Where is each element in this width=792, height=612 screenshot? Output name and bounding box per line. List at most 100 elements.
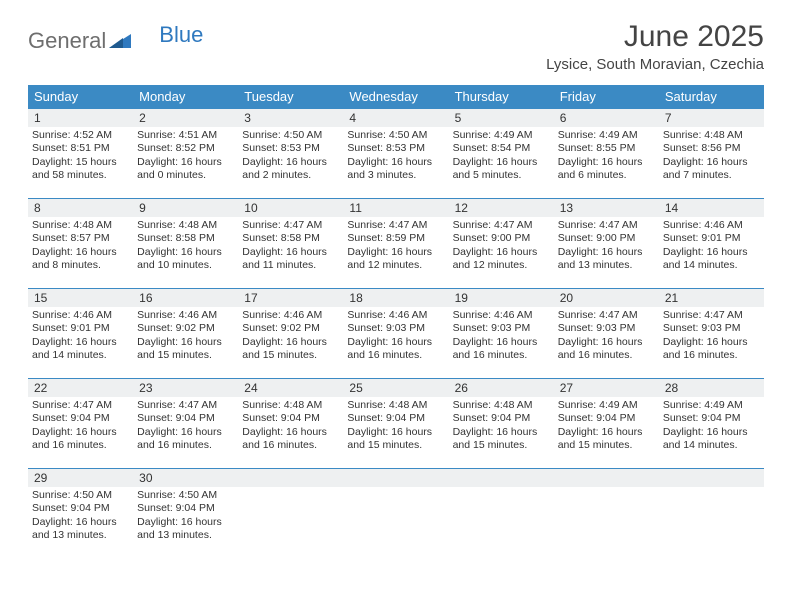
brand-text-blue: Blue [159, 22, 203, 48]
daylight-text-line1: Daylight: 16 hours [558, 336, 655, 349]
calendar-day-cell: 3Sunrise: 4:50 AMSunset: 8:53 PMDaylight… [238, 109, 343, 199]
sunset-text: Sunset: 9:04 PM [32, 502, 129, 515]
sunset-text: Sunset: 9:02 PM [137, 322, 234, 335]
calendar-day-cell: 17Sunrise: 4:46 AMSunset: 9:02 PMDayligh… [238, 289, 343, 379]
sunset-text: Sunset: 8:55 PM [558, 142, 655, 155]
day-content: Sunrise: 4:50 AMSunset: 9:04 PMDaylight:… [28, 487, 133, 549]
sunset-text: Sunset: 9:00 PM [558, 232, 655, 245]
sunset-text: Sunset: 8:58 PM [242, 232, 339, 245]
daylight-text-line1: Daylight: 16 hours [137, 246, 234, 259]
day-number: 10 [238, 199, 343, 217]
daylight-text-line1: Daylight: 16 hours [663, 246, 760, 259]
daylight-text-line1: Daylight: 16 hours [242, 426, 339, 439]
sunset-text: Sunset: 8:57 PM [32, 232, 129, 245]
sunrise-text: Sunrise: 4:47 AM [453, 219, 550, 232]
calendar-day-cell: 24Sunrise: 4:48 AMSunset: 9:04 PMDayligh… [238, 379, 343, 469]
day-number-empty [554, 469, 659, 487]
daylight-text-line1: Daylight: 16 hours [32, 336, 129, 349]
day-number: 2 [133, 109, 238, 127]
sunset-text: Sunset: 8:53 PM [347, 142, 444, 155]
daylight-text-line1: Daylight: 16 hours [347, 246, 444, 259]
calendar-day-cell: 30Sunrise: 4:50 AMSunset: 9:04 PMDayligh… [133, 469, 238, 559]
daylight-text-line1: Daylight: 16 hours [453, 246, 550, 259]
sunrise-text: Sunrise: 4:46 AM [242, 309, 339, 322]
daylight-text-line1: Daylight: 16 hours [453, 336, 550, 349]
sunrise-text: Sunrise: 4:48 AM [242, 399, 339, 412]
calendar-table: Sunday Monday Tuesday Wednesday Thursday… [28, 85, 764, 559]
daylight-text-line1: Daylight: 16 hours [32, 246, 129, 259]
daylight-text-line2: and 11 minutes. [242, 259, 339, 272]
sunset-text: Sunset: 9:04 PM [663, 412, 760, 425]
day-number-empty [343, 469, 448, 487]
day-number: 29 [28, 469, 133, 487]
day-content-empty [449, 487, 554, 553]
daylight-text-line1: Daylight: 16 hours [32, 426, 129, 439]
day-content: Sunrise: 4:46 AMSunset: 9:01 PMDaylight:… [28, 307, 133, 369]
sunrise-text: Sunrise: 4:49 AM [558, 129, 655, 142]
day-number: 30 [133, 469, 238, 487]
daylight-text-line2: and 15 minutes. [558, 439, 655, 452]
daylight-text-line1: Daylight: 16 hours [558, 156, 655, 169]
day-content: Sunrise: 4:47 AMSunset: 8:59 PMDaylight:… [343, 217, 448, 279]
daylight-text-line1: Daylight: 16 hours [137, 336, 234, 349]
daylight-text-line2: and 16 minutes. [663, 349, 760, 362]
sunrise-text: Sunrise: 4:52 AM [32, 129, 129, 142]
day-content: Sunrise: 4:47 AMSunset: 9:03 PMDaylight:… [659, 307, 764, 369]
logo-triangle-icon [109, 28, 131, 54]
daylight-text-line1: Daylight: 16 hours [347, 156, 444, 169]
day-content: Sunrise: 4:46 AMSunset: 9:03 PMDaylight:… [449, 307, 554, 369]
day-content: Sunrise: 4:47 AMSunset: 9:00 PMDaylight:… [554, 217, 659, 279]
sunrise-text: Sunrise: 4:46 AM [347, 309, 444, 322]
sunrise-text: Sunrise: 4:46 AM [663, 219, 760, 232]
day-number: 22 [28, 379, 133, 397]
daylight-text-line1: Daylight: 16 hours [347, 336, 444, 349]
day-content: Sunrise: 4:49 AMSunset: 9:04 PMDaylight:… [659, 397, 764, 459]
daylight-text-line2: and 16 minutes. [558, 349, 655, 362]
sunrise-text: Sunrise: 4:46 AM [453, 309, 550, 322]
daylight-text-line2: and 16 minutes. [453, 349, 550, 362]
day-number: 26 [449, 379, 554, 397]
day-content: Sunrise: 4:48 AMSunset: 8:58 PMDaylight:… [133, 217, 238, 279]
calendar-day-cell: 28Sunrise: 4:49 AMSunset: 9:04 PMDayligh… [659, 379, 764, 469]
day-number: 13 [554, 199, 659, 217]
calendar-day-cell: 26Sunrise: 4:48 AMSunset: 9:04 PMDayligh… [449, 379, 554, 469]
calendar-day-cell [343, 469, 448, 559]
daylight-text-line1: Daylight: 16 hours [663, 156, 760, 169]
calendar-day-cell: 25Sunrise: 4:48 AMSunset: 9:04 PMDayligh… [343, 379, 448, 469]
daylight-text-line1: Daylight: 16 hours [242, 246, 339, 259]
daylight-text-line2: and 13 minutes. [558, 259, 655, 272]
day-number: 11 [343, 199, 448, 217]
calendar-day-cell: 5Sunrise: 4:49 AMSunset: 8:54 PMDaylight… [449, 109, 554, 199]
daylight-text-line2: and 15 minutes. [137, 349, 234, 362]
calendar-week-row: 15Sunrise: 4:46 AMSunset: 9:01 PMDayligh… [28, 289, 764, 379]
weekday-header: Monday [133, 85, 238, 109]
day-content: Sunrise: 4:48 AMSunset: 9:04 PMDaylight:… [343, 397, 448, 459]
calendar-day-cell: 19Sunrise: 4:46 AMSunset: 9:03 PMDayligh… [449, 289, 554, 379]
sunset-text: Sunset: 9:03 PM [558, 322, 655, 335]
calendar-day-cell: 13Sunrise: 4:47 AMSunset: 9:00 PMDayligh… [554, 199, 659, 289]
day-number: 5 [449, 109, 554, 127]
sunset-text: Sunset: 9:01 PM [663, 232, 760, 245]
sunset-text: Sunset: 8:58 PM [137, 232, 234, 245]
sunset-text: Sunset: 9:03 PM [453, 322, 550, 335]
sunrise-text: Sunrise: 4:47 AM [137, 399, 234, 412]
daylight-text-line2: and 3 minutes. [347, 169, 444, 182]
page-header: General Blue June 2025 Lysice, South Mor… [28, 20, 764, 73]
day-content: Sunrise: 4:50 AMSunset: 9:04 PMDaylight:… [133, 487, 238, 549]
daylight-text-line1: Daylight: 16 hours [453, 156, 550, 169]
brand-logo: General Blue [28, 20, 203, 54]
calendar-day-cell: 27Sunrise: 4:49 AMSunset: 9:04 PMDayligh… [554, 379, 659, 469]
daylight-text-line2: and 5 minutes. [453, 169, 550, 182]
calendar-day-cell [238, 469, 343, 559]
weekday-header: Tuesday [238, 85, 343, 109]
daylight-text-line2: and 16 minutes. [32, 439, 129, 452]
sunrise-text: Sunrise: 4:48 AM [137, 219, 234, 232]
calendar-day-cell: 21Sunrise: 4:47 AMSunset: 9:03 PMDayligh… [659, 289, 764, 379]
calendar-day-cell: 11Sunrise: 4:47 AMSunset: 8:59 PMDayligh… [343, 199, 448, 289]
day-content: Sunrise: 4:50 AMSunset: 8:53 PMDaylight:… [343, 127, 448, 189]
calendar-day-cell: 29Sunrise: 4:50 AMSunset: 9:04 PMDayligh… [28, 469, 133, 559]
calendar-day-cell: 4Sunrise: 4:50 AMSunset: 8:53 PMDaylight… [343, 109, 448, 199]
calendar-day-cell: 18Sunrise: 4:46 AMSunset: 9:03 PMDayligh… [343, 289, 448, 379]
day-number: 16 [133, 289, 238, 307]
day-number: 12 [449, 199, 554, 217]
